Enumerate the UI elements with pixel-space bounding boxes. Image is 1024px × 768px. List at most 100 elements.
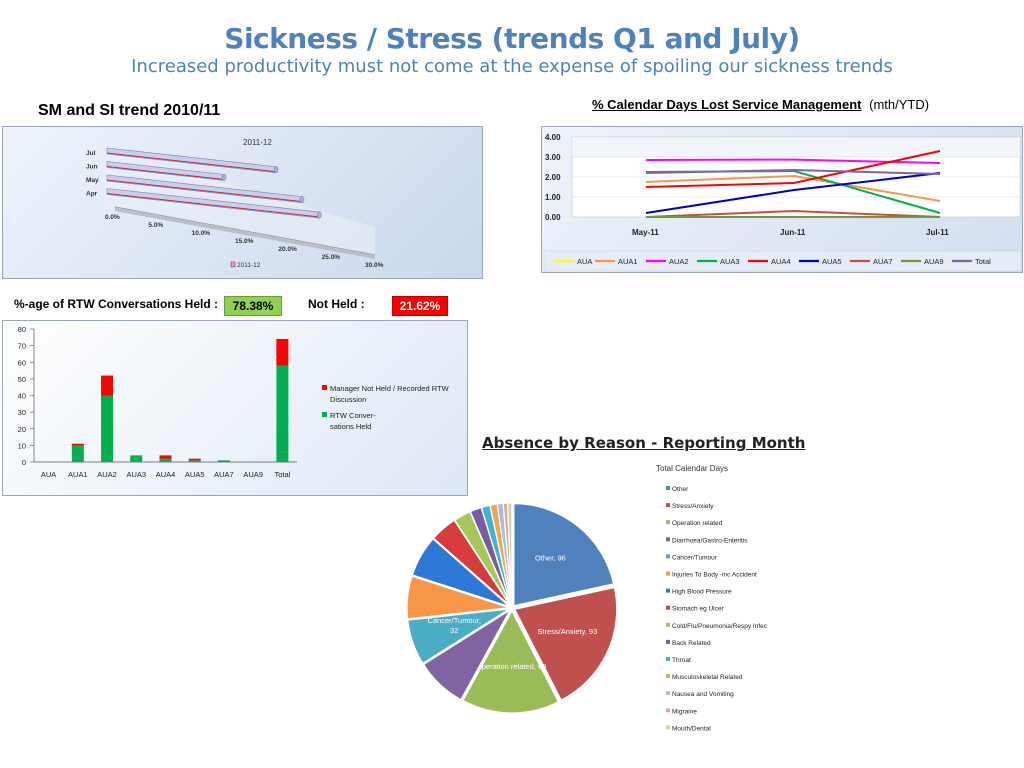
page-title: Sickness / Stress (trends Q1 and July) (224, 22, 800, 55)
pie-data-label: Cancer/Tumour, (427, 616, 481, 625)
rtw-bar-segment (217, 460, 230, 462)
rtw-x-tick: AUA2 (97, 470, 117, 479)
cal-x-tick: Jul-11 (926, 228, 949, 237)
smsi-category-label: May (86, 177, 99, 184)
cal-legend-label: AUA2 (669, 257, 689, 266)
rtw-bar-segment (130, 455, 143, 462)
pie-slice (406, 575, 510, 620)
smsi-bar-edge (106, 166, 225, 180)
rtw-bar-segment (71, 445, 84, 462)
sm-si-chart-panel: 2011-12 0.0% 5.0% 10.0% 15.0% 20.0% 25.0% 30.0%… (2, 126, 483, 279)
cal-days-chart-panel: 4.00 3.00 2.00 1.00 0.00 May-11 Jun-11 Jul-11 AU… (541, 126, 1023, 273)
smsi-bar-edge (106, 193, 320, 218)
pie-legend-label: Musculoskeletal Related (672, 674, 743, 681)
absence-heading: Absence by Reason - Reporting Month (482, 434, 806, 452)
rtw-not-held-label: Not Held : (308, 297, 365, 311)
cal-band (572, 137, 1020, 157)
absence-pie-chart: Other, 96 Stress/Anxiety, 93 Operation rel… (406, 502, 618, 714)
pie-legend-label: Stomach eg Ulcer (672, 606, 724, 613)
cal-x-tick: Jun-11 (780, 228, 806, 237)
pie-legend-swatch (666, 657, 670, 661)
smsi-x-tick: 5.0% (148, 222, 163, 229)
rtw-legend-label-not-held-1: Manager Not Held / Recorded RTW (330, 384, 450, 393)
cal-series-line (645, 150, 941, 188)
rtw-bar-segment (159, 455, 172, 459)
smsi-legend-label: 2011-12 (237, 262, 261, 269)
smsi-x-tick: 0.0% (105, 214, 120, 221)
rtw-bar-segment (276, 338, 289, 366)
cal-legend-label: Total (975, 257, 991, 266)
pie-legend-swatch (666, 708, 670, 713)
rtw-bar-segment (159, 458, 172, 462)
pie-legend-swatch (666, 588, 670, 593)
pie-slice (422, 608, 512, 701)
rtw-legend-label-not-held-2: Discussion (330, 395, 366, 404)
pie-slice (513, 503, 615, 607)
rtw-x-tick: AUA1 (68, 470, 88, 479)
pie-legend-label: Throat (672, 657, 691, 664)
smsi-category-label: Jun (86, 164, 98, 171)
rtw-chart-panel: 80 70 60 50 40 30 20 10 0 AUA AUA1 AUA2 AUA3 AUA4 AUA5… (2, 320, 468, 496)
rtw-bar-segment (188, 458, 201, 461)
cal-series-line (645, 172, 941, 214)
smsi-x-tick: 30.0% (365, 262, 384, 269)
smsi-bar-edge (106, 152, 277, 173)
pie-slice (506, 502, 513, 606)
cal-series-line (645, 209, 941, 218)
pie-legend-swatch (666, 486, 670, 490)
cal-y-tick: 4.00 (545, 133, 561, 142)
smsi-bar-edge (106, 179, 303, 203)
cal-days-heading: % Calendar Days Lost Service Management (592, 97, 862, 112)
cal-y-tick: 3.00 (545, 153, 561, 162)
rtw-legend-label-held-1: RTW Conver- (330, 411, 376, 420)
pie-legend-label: Cancer/Tumour (672, 554, 718, 561)
cal-series-line (645, 174, 941, 202)
pie-data-label: 32 (450, 626, 458, 635)
pie-legend-label: Operation related (672, 520, 723, 527)
rtw-bar-segment (276, 365, 289, 462)
pie-legend-swatch (666, 503, 670, 508)
pie-legend-swatch (666, 537, 670, 542)
smsi-x-tick: 10.0% (192, 230, 211, 237)
page-subtitle: Increased productivity must not come at … (131, 56, 893, 77)
pie-legend-label: Diarrhoea/Gastro-Enteritis (672, 537, 748, 544)
pie-data-label: Stress/Anxiety, 93 (537, 627, 597, 636)
rtw-y-tick: 70 (18, 342, 26, 351)
sm-si-heading: SM and SI trend 2010/11 (38, 102, 221, 119)
pie-legend-label: Nausea and Vomiting (672, 691, 734, 698)
pie-legend-swatch (666, 554, 670, 559)
rtw-y-tick: 30 (18, 408, 26, 417)
pie-legend-swatch (666, 674, 670, 679)
pie-data-label: Operation related, 69 (476, 662, 546, 671)
cal-y-tick: 1.00 (545, 193, 561, 202)
pie-legend-label: Mouth/Dental (672, 725, 711, 732)
cal-legend-label: AUA5 (822, 257, 842, 266)
cal-y-tick: 2.00 (545, 173, 561, 182)
cal-days-heading-row: % Calendar Days Lost Service Management … (592, 97, 929, 112)
pie-legend-swatch (666, 725, 670, 730)
cal-y-tick: 0.00 (545, 213, 561, 222)
pie-legend-label: Migraine (672, 708, 697, 715)
rtw-y-tick: 10 (18, 441, 26, 450)
pie-slice (407, 608, 510, 665)
smsi-title: 2011-12 (243, 138, 272, 147)
pie-slice (462, 609, 560, 714)
cal-legend-label: AUA9 (924, 257, 944, 266)
pie-data-label: Other, 96 (535, 553, 566, 562)
rtw-legend-swatch-held (322, 412, 327, 417)
rtw-bar-segment (188, 460, 201, 462)
rtw-x-tick: AUA3 (126, 470, 146, 479)
pie-slice (411, 538, 510, 608)
pie-slice (432, 519, 511, 607)
pie-legend-label: Other (672, 486, 689, 493)
cal-legend-label: AUA (577, 257, 592, 266)
smsi-category-label: Jul (86, 150, 96, 157)
rtw-legend-label-held-2: sations Held (330, 422, 371, 431)
rtw-y-tick: 50 (18, 375, 26, 384)
absence-pie-legend: Total Calendar Days Other Stress/Anxiety Op… (656, 464, 768, 732)
rtw-held-badge: 78.38% (224, 296, 282, 316)
pie-legend-swatch (666, 605, 670, 610)
smsi-legend-swatch (230, 261, 236, 268)
rtw-y-tick: 80 (18, 325, 26, 334)
rtw-x-tick: Total (274, 470, 290, 479)
